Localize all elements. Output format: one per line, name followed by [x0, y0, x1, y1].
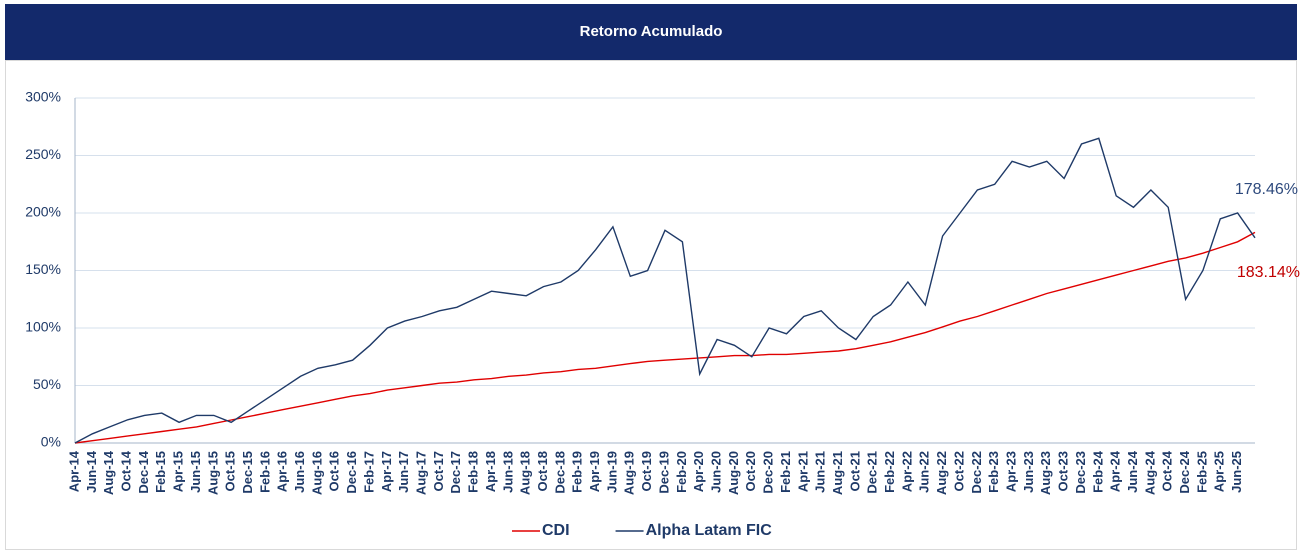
legend-label: CDI: [542, 522, 570, 539]
x-tick-label: Jun-19: [604, 451, 619, 493]
x-tick-label: Aug-24: [1142, 450, 1157, 495]
x-tick-label: Oct-15: [223, 451, 238, 491]
x-tick-label: Feb-23: [986, 451, 1001, 493]
x-tick-label: Oct-21: [847, 451, 862, 491]
x-tick-label: Jun-18: [500, 451, 515, 493]
y-tick-label: 50%: [33, 376, 61, 392]
y-tick-label: 0%: [41, 434, 61, 450]
x-tick-label: Feb-18: [466, 451, 481, 493]
x-tick-label: Oct-20: [743, 451, 758, 491]
x-tick-label: Feb-19: [570, 451, 585, 493]
x-tick-label: Aug-18: [518, 451, 533, 495]
x-tick-label: Feb-17: [361, 451, 376, 493]
x-tick-label: Oct-17: [431, 451, 446, 491]
x-tick-label: Jun-22: [917, 451, 932, 493]
x-tick-label: Jun-20: [708, 451, 723, 493]
x-tick-label: Dec-22: [969, 451, 984, 494]
x-tick-label: Aug-15: [205, 451, 220, 495]
x-tick-label: Aug-20: [726, 451, 741, 495]
x-tick-label: Aug-17: [413, 451, 428, 495]
x-tick-label: Feb-15: [153, 451, 168, 493]
x-tick-label: Oct-16: [327, 451, 342, 491]
x-tick-label: Apr-22: [899, 451, 914, 492]
x-tick-label: Jun-24: [1125, 450, 1140, 493]
x-tick-label: Jun-16: [292, 451, 307, 493]
x-tick-label: Oct-19: [639, 451, 654, 491]
x-tick-label: Apr-16: [275, 451, 290, 492]
x-tick-label: Apr-20: [691, 451, 706, 492]
x-tick-label: Apr-24: [1108, 450, 1123, 492]
x-tick-label: Jun-14: [84, 450, 99, 493]
x-tick-label: Aug-14: [101, 450, 116, 495]
y-tick-label: 250%: [25, 146, 61, 162]
y-tick-label: 150%: [25, 261, 61, 277]
chart-frame: [5, 60, 1297, 550]
x-tick-label: Oct-24: [1160, 450, 1175, 491]
x-tick-label: Dec-24: [1177, 450, 1192, 493]
x-tick-label: Jun-25: [1229, 451, 1244, 493]
y-tick-label: 300%: [25, 89, 61, 105]
x-tick-label: Aug-23: [1038, 451, 1053, 495]
x-tick-label: Dec-20: [761, 451, 776, 494]
x-tick-label: Jun-15: [188, 451, 203, 493]
x-tick-label: Feb-25: [1194, 451, 1209, 493]
x-tick-label: Feb-20: [674, 451, 689, 493]
x-tick-label: Aug-16: [309, 451, 324, 495]
x-tick-label: Jun-17: [396, 451, 411, 493]
x-tick-label: Oct-23: [1056, 451, 1071, 491]
x-tick-label: Aug-19: [622, 451, 637, 495]
annotation: 178.46%: [1235, 181, 1298, 198]
x-tick-label: Dec-17: [448, 451, 463, 494]
series-line: [74, 137, 1256, 444]
x-tick-label: Jun-21: [813, 451, 828, 493]
x-tick-label: Apr-23: [1003, 451, 1018, 492]
x-tick-label: Dec-23: [1073, 451, 1088, 494]
chart-title: Retorno Acumulado: [580, 23, 723, 40]
x-tick-label: Apr-17: [379, 451, 394, 492]
x-tick-label: Apr-25: [1212, 451, 1227, 492]
x-tick-label: Dec-16: [344, 451, 359, 494]
x-tick-label: Feb-24: [1090, 450, 1105, 493]
x-tick-label: Apr-18: [483, 451, 498, 492]
y-tick-label: 100%: [25, 319, 61, 335]
x-tick-label: Feb-22: [882, 451, 897, 493]
x-tick-label: Oct-18: [535, 451, 550, 491]
x-tick-label: Apr-19: [587, 451, 602, 492]
y-tick-label: 200%: [25, 204, 61, 220]
series-line: [74, 231, 1256, 444]
x-tick-label: Apr-21: [795, 451, 810, 492]
x-tick-label: Aug-21: [830, 451, 845, 495]
x-tick-label: Jun-23: [1021, 451, 1036, 493]
x-tick-label: Apr-14: [66, 450, 81, 492]
x-tick-label: Feb-16: [257, 451, 272, 493]
x-tick-label: Oct-22: [951, 451, 966, 491]
legend-label: Alpha Latam FIC: [646, 522, 773, 539]
x-tick-label: Aug-22: [934, 451, 949, 495]
x-tick-label: Feb-21: [778, 451, 793, 493]
x-tick-label: Dec-18: [552, 451, 567, 494]
header-bar: [5, 4, 1297, 60]
x-tick-label: Dec-14: [136, 450, 151, 493]
x-tick-label: Dec-15: [240, 451, 255, 494]
x-tick-label: Dec-21: [865, 451, 880, 494]
x-tick-label: Oct-14: [118, 450, 133, 491]
annotation: 183.14%: [1237, 264, 1300, 281]
x-tick-label: Dec-19: [656, 451, 671, 494]
x-tick-label: Apr-15: [171, 451, 186, 492]
